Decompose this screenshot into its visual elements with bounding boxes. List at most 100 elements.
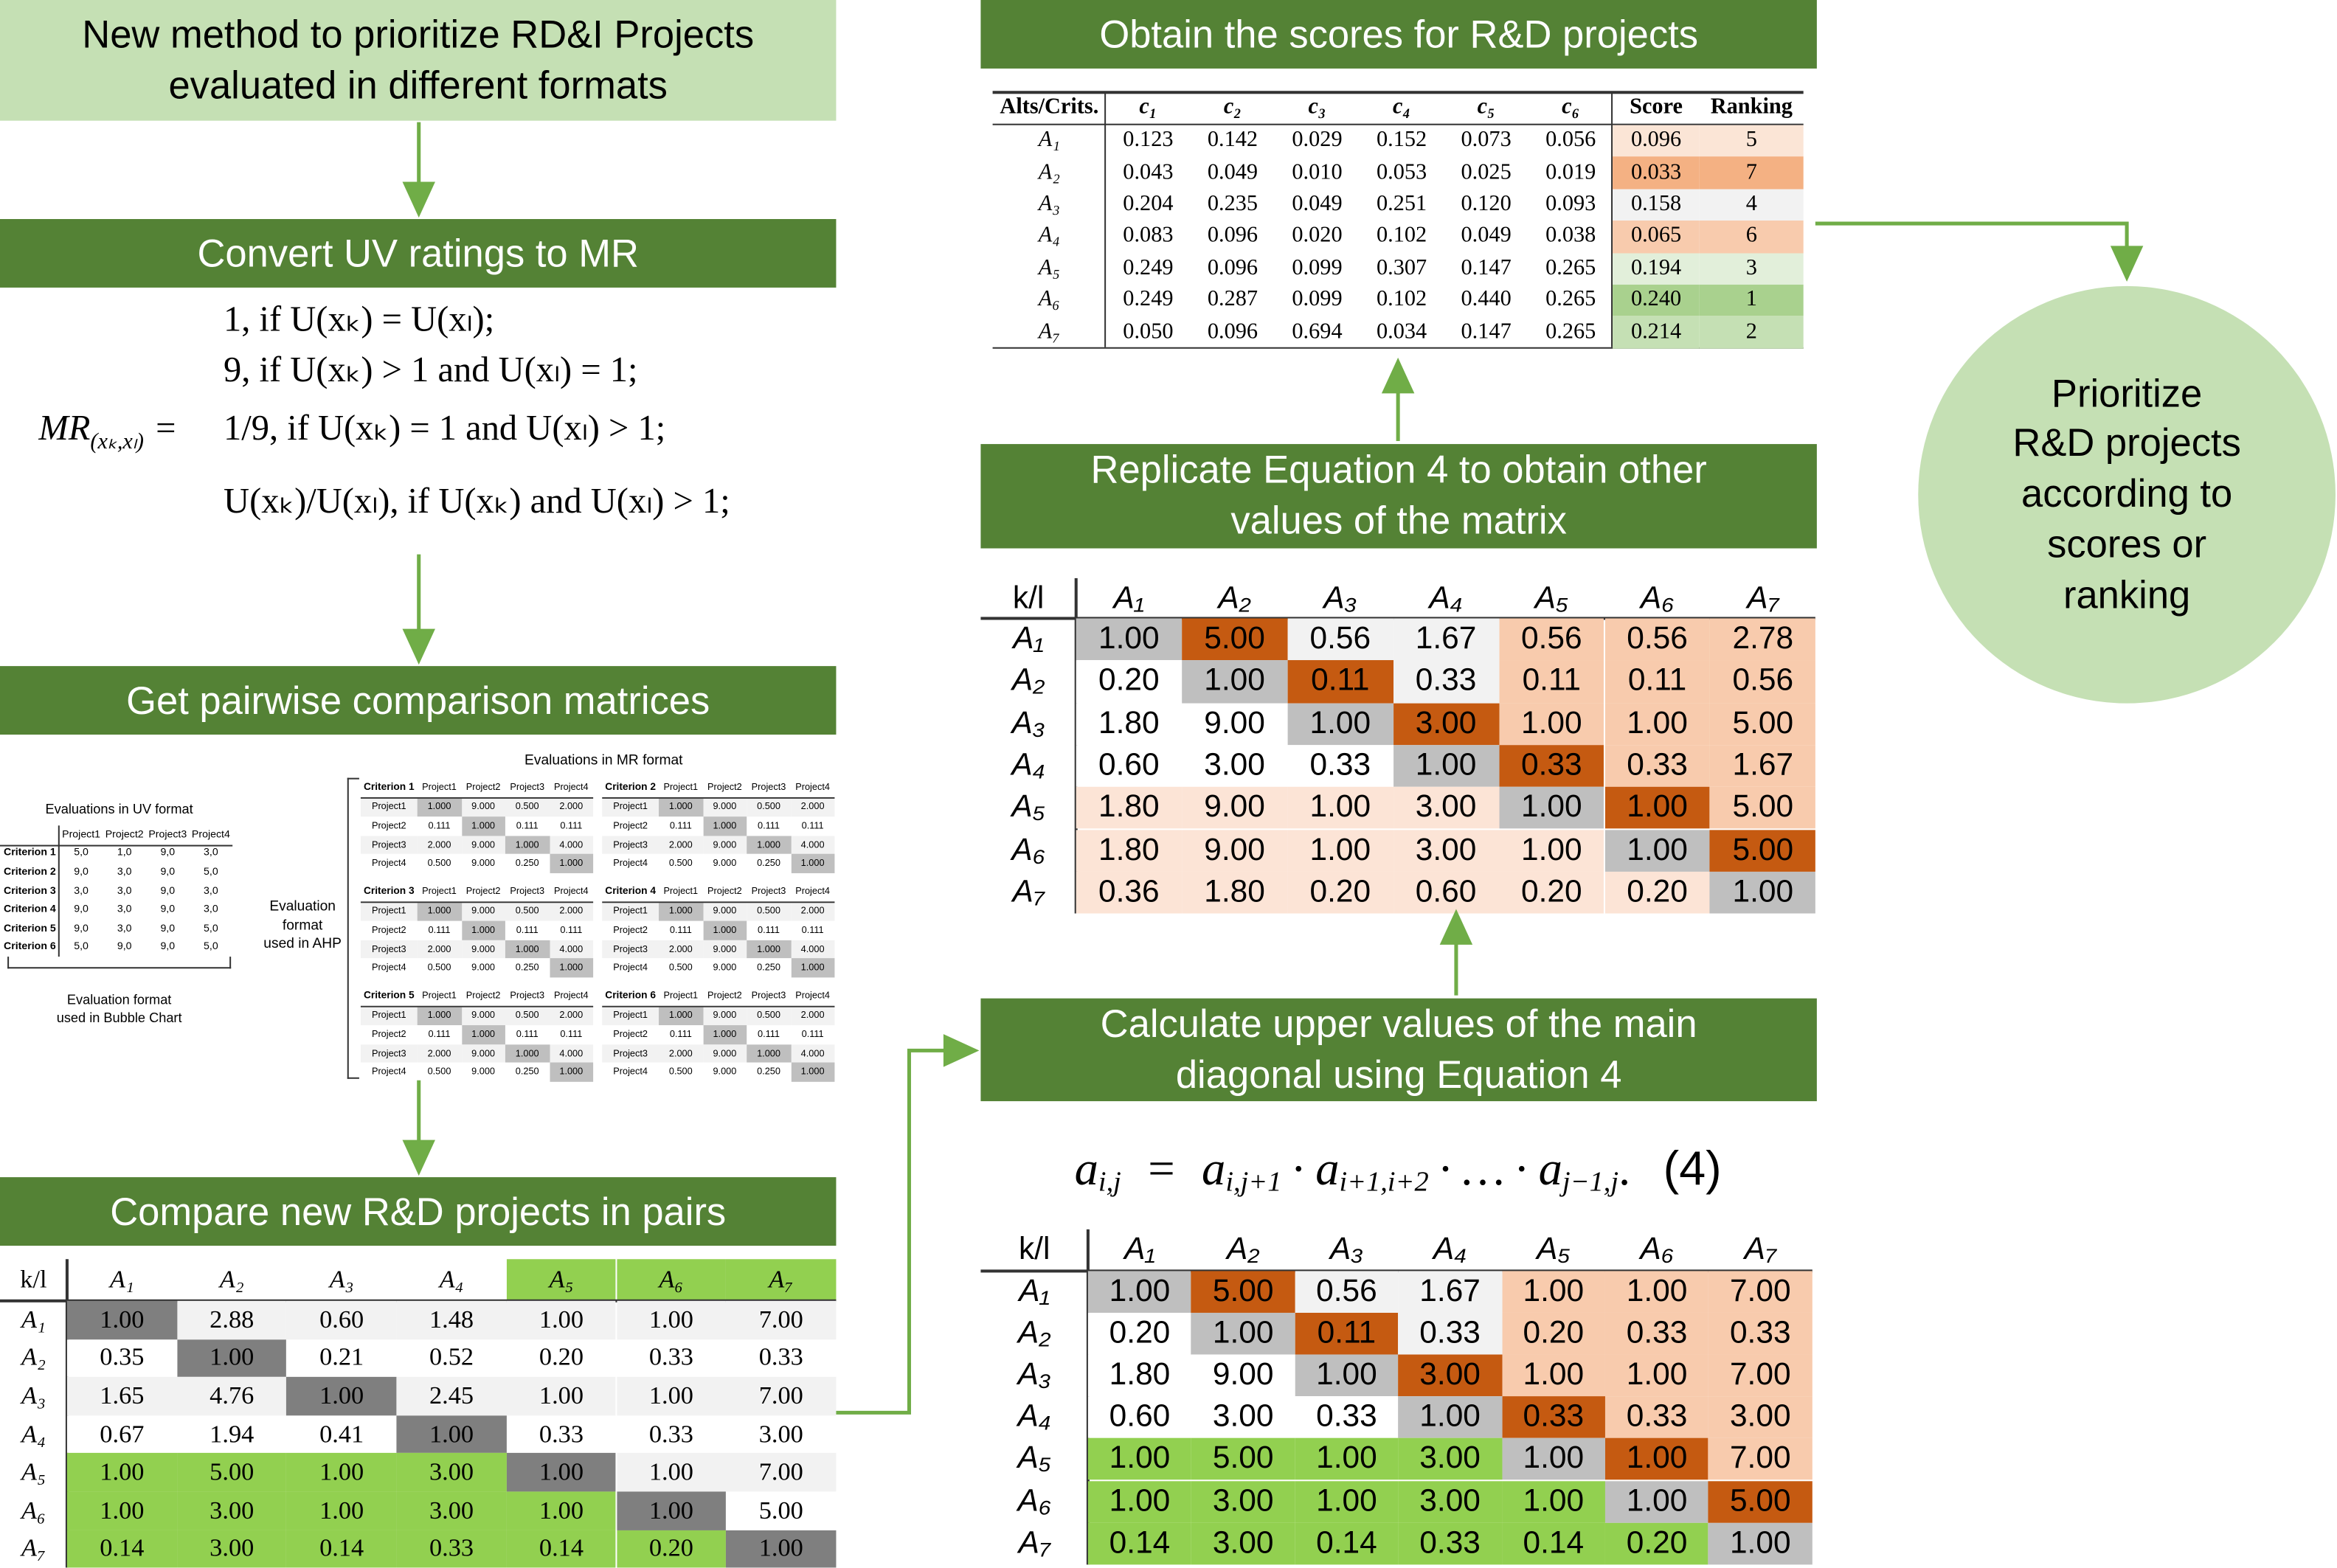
table-corner: k/l: [20, 1265, 47, 1294]
ahp-row-label: Project3: [360, 1044, 418, 1064]
uv-caption-line: used in Bubble Chart: [56, 1010, 182, 1026]
calculate-box: Calculate upper values of the main diagon…: [980, 998, 1817, 1102]
cell: 1.00: [1287, 829, 1393, 872]
ahp-cell: 4.000: [790, 836, 835, 855]
cell: 0.56: [1295, 1271, 1399, 1314]
equation-number: (4): [1663, 1140, 1722, 1195]
ahp-cell: 2.000: [417, 836, 462, 855]
cell: 5.00: [1181, 618, 1288, 661]
cell: 1.00: [1498, 702, 1604, 745]
cell: 0.14: [286, 1530, 397, 1568]
cell: 1.00: [616, 1300, 727, 1339]
score-cell: 0.214: [1613, 316, 1700, 349]
ahp-header: Project2: [707, 991, 742, 1002]
score-cell: 0.265: [1545, 288, 1596, 312]
uv-cell: 3,0: [204, 904, 218, 915]
score-cell: 0.038: [1545, 223, 1596, 249]
ahp-header: Project2: [707, 886, 742, 897]
equation-base: a: [1202, 1140, 1226, 1195]
cell: 3.00: [1191, 1522, 1295, 1564]
ahp-rule: [360, 797, 594, 799]
cell: 1.00: [1604, 1480, 1709, 1523]
row-label: A₆: [21, 1496, 46, 1524]
cell: 0.20: [1501, 1313, 1605, 1355]
ahp-cell: 0.250: [757, 858, 780, 870]
equation-base: a: [1538, 1140, 1563, 1195]
score-cell: 0.020: [1292, 223, 1343, 249]
ahp-row-label: Project3: [360, 836, 418, 855]
cell: 3.00: [1393, 702, 1499, 745]
ahp-header: Project3: [510, 782, 545, 793]
score-cell: 0.096: [1207, 256, 1258, 280]
uv-caption: Evaluation format used in Bubble Chart: [0, 990, 238, 1032]
ahp-cell: 2.000: [790, 902, 835, 921]
ahp-cell: 9.000: [461, 836, 505, 855]
uv-cell: 9,0: [160, 923, 176, 934]
cell: 1.67: [1398, 1271, 1502, 1314]
score-cell: 0.147: [1461, 319, 1512, 344]
cell: 0.60: [286, 1300, 397, 1339]
uv-cell: 9,0: [74, 867, 89, 878]
pairwise-box: Get pairwise comparison matrices: [0, 666, 837, 735]
column-header: A₂: [1218, 580, 1251, 615]
cell: 0.11: [1498, 660, 1604, 703]
cell: 1.00: [506, 1491, 617, 1530]
ahp-cell: 9.000: [702, 1044, 747, 1064]
cell: 3.00: [1393, 829, 1499, 872]
ahp-cell: 1.000: [417, 1006, 462, 1026]
ahp-header: Project4: [553, 782, 589, 793]
ahp-cell: 0.500: [747, 902, 791, 921]
column-header: A₃: [329, 1265, 354, 1294]
row-label: A₂: [1011, 663, 1045, 698]
ahp-cell: 2.000: [417, 1044, 462, 1064]
ahp-header: Project2: [465, 991, 501, 1002]
equation-sub: i,j: [1098, 1166, 1121, 1198]
score-cell: 0.019: [1545, 160, 1596, 184]
uv-cell: 9,0: [160, 848, 176, 859]
cell: 0.60: [1076, 744, 1182, 788]
cell: 3.00: [1398, 1480, 1502, 1523]
ahp-cell: 9.000: [702, 798, 747, 817]
cell: 0.33: [1501, 1396, 1605, 1439]
cell: 0.20: [1498, 871, 1604, 914]
ahp-row-label: Project3: [602, 1044, 659, 1064]
ahp-cell: 0.500: [668, 962, 693, 974]
cell: 0.14: [1295, 1522, 1399, 1564]
uv-cell: 9,0: [160, 886, 176, 897]
uv-cell: 9,0: [74, 904, 89, 915]
ahp-row-label: Project3: [360, 940, 418, 959]
ahp-cell: 2.000: [659, 940, 703, 959]
ahp-row-label: Project1: [602, 1006, 659, 1026]
ahp-header: Project3: [510, 991, 545, 1002]
ahp-row-label: Project4: [613, 1066, 648, 1078]
ahp-side-label-line: Evaluation: [269, 899, 336, 916]
cell: 1.80: [1076, 787, 1182, 830]
cell: 1.00: [1087, 1480, 1192, 1523]
column-header: A₄: [439, 1265, 464, 1294]
cell: 1.00: [286, 1377, 397, 1415]
ahp-cell: 9.000: [471, 858, 496, 870]
ahp-cell: 1.000: [659, 1006, 703, 1026]
cell: 0.20: [1087, 1313, 1192, 1355]
score-cell: 0.053: [1376, 160, 1427, 184]
score-cell: 0.194: [1613, 252, 1700, 285]
ahp-cell: 1.000: [549, 958, 594, 978]
score-row-label: A₇: [1038, 319, 1060, 344]
ahp-header: Project4: [795, 991, 830, 1002]
score-cell: 0.043: [1123, 160, 1174, 184]
formula-case: 1, if U(xₖ) = U(xₗ);: [224, 301, 495, 340]
uv-cell: 5,0: [204, 867, 218, 878]
result-circle: Prioritize R&D projects according to scores…: [1918, 285, 2336, 704]
ahp-row-label: Project2: [371, 925, 406, 936]
uv-row-label: Criterion 3: [4, 886, 56, 897]
score-bottom-rule: [992, 347, 1804, 350]
ahp-cell: 0.111: [428, 925, 451, 936]
equation-sub: j−1,j: [1562, 1166, 1619, 1198]
ahp-rule: [360, 1005, 594, 1007]
ahp-cell: 2.000: [790, 1006, 835, 1026]
uv-cell: 5,0: [74, 848, 89, 859]
cell: 1.00: [1501, 1271, 1605, 1314]
cell: 5.00: [1191, 1438, 1295, 1481]
row-label: A₄: [1011, 748, 1045, 783]
cell: 1.00: [1710, 871, 1816, 914]
